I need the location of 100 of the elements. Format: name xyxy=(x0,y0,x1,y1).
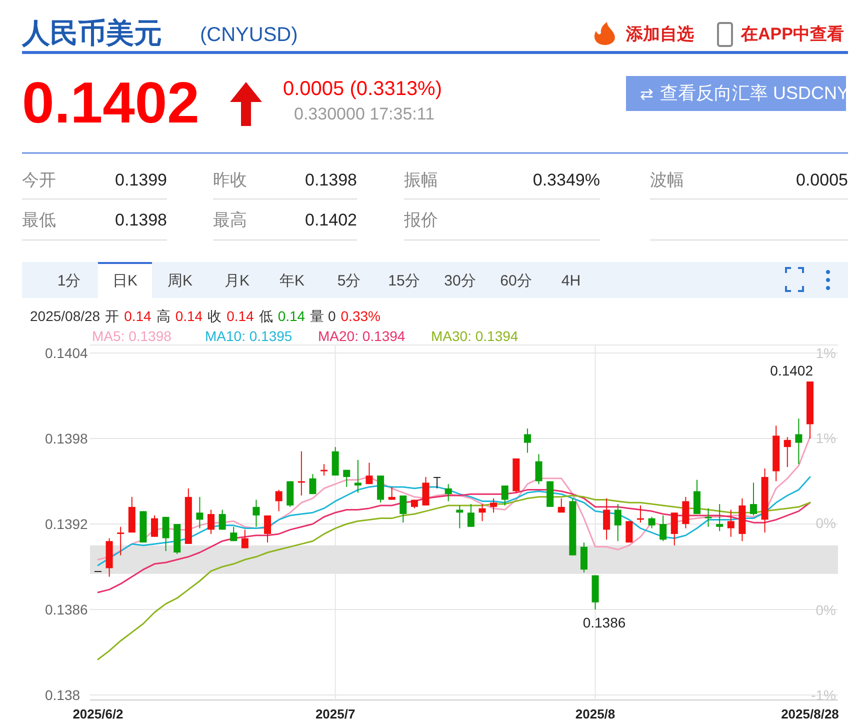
candlestick xyxy=(490,498,498,514)
text: 低 xyxy=(258,308,273,324)
text: 0.1402 xyxy=(305,210,357,230)
text: 收 xyxy=(208,308,222,324)
text: 0.3349% xyxy=(532,170,600,190)
candlestick xyxy=(727,509,734,538)
candlestick xyxy=(196,496,204,529)
candlestick xyxy=(354,459,362,494)
text: 1分 xyxy=(57,272,81,290)
text: 0.1398 xyxy=(305,170,357,190)
text: 量 0 xyxy=(310,308,336,324)
candlestick xyxy=(558,498,565,514)
x-tick-label: 2025/6/2 xyxy=(72,706,124,722)
text: 查看反向汇率 USDCNY xyxy=(660,83,850,103)
candlestick xyxy=(162,516,170,552)
annotation: 0.1402 xyxy=(770,362,814,378)
candlestick xyxy=(320,464,328,476)
x-tick-label: 2025/8 xyxy=(575,706,616,722)
text: MA30: 0.1394 xyxy=(431,328,518,344)
candlestick xyxy=(388,486,396,500)
candlestick xyxy=(693,479,700,515)
text: 0.330000 17:35:11 xyxy=(294,104,435,124)
candlestick xyxy=(218,509,226,530)
text: 昨收 xyxy=(213,170,247,190)
text: 今开 xyxy=(22,170,56,190)
text: 0.14 xyxy=(175,308,203,324)
text: 高 xyxy=(156,308,170,324)
text: 周K xyxy=(167,272,193,290)
candlestick xyxy=(535,454,542,485)
text: 振幅 xyxy=(404,170,438,190)
y-tick-label: 0.138 xyxy=(45,687,80,703)
text: 5分 xyxy=(337,272,361,290)
text: 0.33% xyxy=(340,308,380,324)
text: 最低 xyxy=(22,210,56,230)
x-tick-label: 2025/8/28 xyxy=(781,706,839,722)
text: 15分 xyxy=(388,272,420,290)
candlestick xyxy=(795,418,802,465)
text: 日K xyxy=(112,272,138,290)
text: 0.0005 (0.3313%) xyxy=(283,78,442,100)
candlestick xyxy=(444,484,452,502)
text: MA5: 0.1398 xyxy=(92,328,172,344)
candlestick xyxy=(478,504,486,522)
text: 0.1402 xyxy=(22,70,200,136)
text: 报价 xyxy=(403,210,438,230)
candlestick xyxy=(309,474,316,495)
line-series xyxy=(97,476,811,566)
candlestick xyxy=(524,428,531,454)
text: 0.1399 xyxy=(115,170,167,190)
text: 月K xyxy=(224,272,250,290)
candlestick xyxy=(208,509,215,534)
text: 4H xyxy=(561,272,581,290)
candlestick xyxy=(422,476,430,506)
candlestick xyxy=(660,514,667,542)
text: MA10: 0.1395 xyxy=(205,328,292,344)
text: 人民币美元 xyxy=(21,18,162,48)
candlestick xyxy=(626,520,633,544)
text: 在APP中查看 xyxy=(740,24,844,44)
text: MA20: 0.1394 xyxy=(318,328,406,344)
candlestick xyxy=(784,436,791,468)
candlestick xyxy=(750,482,757,516)
text: 60分 xyxy=(500,272,532,290)
candlestick xyxy=(241,529,248,549)
candlestick xyxy=(343,469,350,488)
text: 0.1398 xyxy=(115,210,167,230)
candlestick xyxy=(614,504,622,542)
text: 2025/08/28 xyxy=(30,308,100,324)
text: 添加自选 xyxy=(625,24,694,44)
line-series xyxy=(97,436,811,560)
text: 最高 xyxy=(213,210,247,230)
x-tick-label: 2025/7 xyxy=(315,706,356,722)
candlestick xyxy=(467,504,474,528)
text: 0.14 xyxy=(226,308,254,324)
candlestick xyxy=(648,516,656,529)
text: 年K xyxy=(279,272,305,290)
text: 0.14 xyxy=(278,308,306,324)
candlestick xyxy=(366,462,373,485)
text: 波幅 xyxy=(650,170,684,190)
candlestick xyxy=(151,514,158,538)
y-tick-label: 0.1386 xyxy=(45,602,88,618)
text: 开 xyxy=(105,308,120,324)
candlestick xyxy=(670,512,678,546)
candlestick xyxy=(230,526,238,542)
candlestick xyxy=(704,508,712,528)
text: 30分 xyxy=(444,272,476,290)
y-tick-label: 0.1392 xyxy=(45,516,88,532)
candlestick xyxy=(501,485,508,506)
text: (CNYUSD) xyxy=(200,24,298,46)
text: 0.0005 xyxy=(796,170,848,190)
candlestick xyxy=(117,526,124,556)
y-tick-label: 0.1404 xyxy=(45,345,88,361)
y-tick-label: 0.1398 xyxy=(45,430,88,446)
candlestick xyxy=(264,514,272,544)
candlestick xyxy=(682,496,690,529)
candlestick xyxy=(580,542,588,573)
candlestick xyxy=(716,504,724,532)
annotation: 0.1386 xyxy=(582,614,626,630)
candlestick xyxy=(400,495,407,524)
candlestick xyxy=(252,499,260,528)
candlestick xyxy=(434,476,441,489)
text: 0.14 xyxy=(124,308,152,324)
